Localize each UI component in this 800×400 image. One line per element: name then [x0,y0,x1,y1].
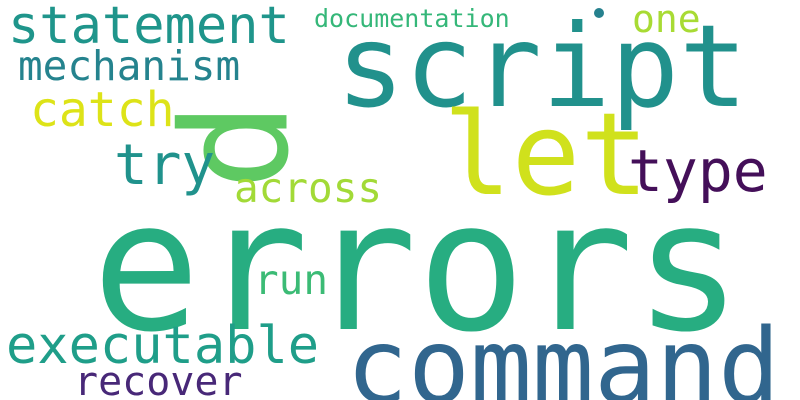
word-command: command [346,307,781,400]
word-one: one [632,0,701,41]
word-across: across [234,164,383,212]
word-statement: statement [8,0,290,56]
word-executable: executable [6,316,320,376]
dot-mark [594,8,604,18]
word-errors: errors [92,163,743,372]
word-mechanism: mechanism [18,42,241,90]
word-let: let [443,88,649,221]
word-run: run [254,256,329,304]
word-script: script [336,0,748,133]
word-catch: catch [30,82,175,138]
word-documentation: documentation [314,4,510,33]
word-try: try [114,133,216,198]
word-type: type [628,137,768,205]
word-recover: recover [74,359,243,400]
